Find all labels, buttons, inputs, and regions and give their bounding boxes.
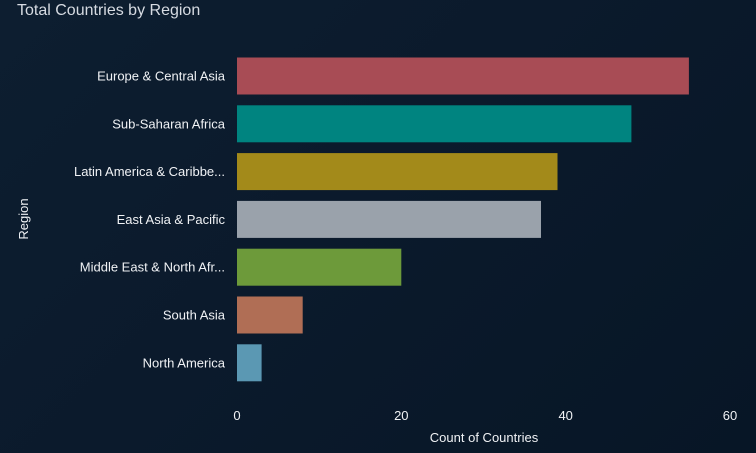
category-label: East Asia & Pacific	[117, 212, 226, 227]
chart-title: Total Countries by Region	[17, 2, 201, 19]
x-tick-label: 40	[558, 408, 572, 423]
bar[interactable]	[237, 105, 632, 143]
category-label: Sub-Saharan Africa	[112, 116, 226, 131]
x-tick-label: 60	[723, 408, 737, 423]
bar[interactable]	[237, 200, 541, 238]
category-label: South Asia	[163, 308, 226, 323]
bar[interactable]	[237, 248, 402, 286]
y-axis-title: Region	[16, 198, 31, 239]
bar[interactable]	[237, 344, 262, 382]
x-tick-label: 20	[394, 408, 408, 423]
bar[interactable]	[237, 153, 558, 191]
category-label: North America	[143, 355, 226, 370]
bar[interactable]	[237, 296, 303, 334]
category-label: Latin America & Caribbe...	[74, 164, 225, 179]
bars-layer	[237, 57, 689, 382]
x-axis-title: Count of Countries	[430, 430, 539, 445]
category-label: Middle East & North Afr...	[80, 260, 225, 275]
category-labels: Europe & Central Asia Sub-Saharan Africa L…	[74, 69, 226, 371]
x-tick-label: 0	[233, 408, 240, 423]
x-axis-ticks: 0 20 40 60	[233, 408, 737, 423]
bar[interactable]	[237, 57, 689, 95]
category-label: Europe & Central Asia	[97, 69, 226, 84]
